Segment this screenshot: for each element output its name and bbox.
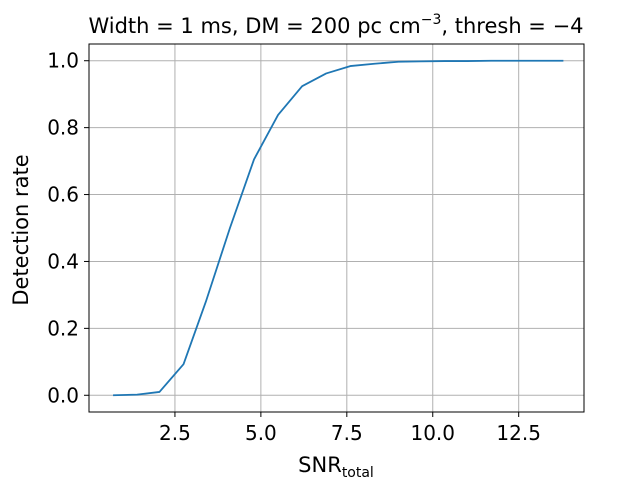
x-tick-label: 12.5 bbox=[496, 421, 541, 445]
x-tick-label: 2.5 bbox=[159, 421, 191, 445]
detection-rate-line bbox=[113, 59, 564, 397]
y-tick-label: 1.0 bbox=[47, 49, 79, 73]
y-tick-label: 0.0 bbox=[47, 383, 79, 407]
chart-title-superscript: −3 bbox=[421, 12, 442, 28]
y-tick-label: 0.6 bbox=[47, 183, 79, 207]
series-layer bbox=[113, 59, 564, 397]
chart-title-tail: , thresh = −4 bbox=[441, 14, 583, 38]
y-tick-label: 0.2 bbox=[47, 316, 79, 340]
ticks-layer: 2.5 5.0 7.5 10.0 12.5 0.0 0.2 0.4 0.6 0.8 1.0 bbox=[47, 49, 541, 445]
x-tick-label: 7.5 bbox=[331, 421, 363, 445]
x-tick-label: 5.0 bbox=[245, 421, 277, 445]
grid-layer bbox=[89, 44, 584, 412]
y-axis-label: Detection rate bbox=[9, 154, 33, 305]
x-tick-label: 10.0 bbox=[410, 421, 455, 445]
x-axis-label-subscript: total bbox=[342, 465, 374, 481]
y-tick-label: 0.4 bbox=[47, 249, 79, 273]
y-tick-label: 0.8 bbox=[47, 116, 79, 140]
x-axis-label-main: SNR bbox=[298, 453, 342, 477]
chart-title-main: Width = 1 ms, DM = 200 pc cm bbox=[88, 14, 420, 38]
plot-frame bbox=[88, 43, 585, 413]
chart-title: Width = 1 ms, DM = 200 pc cm−3, thresh =… bbox=[88, 12, 583, 38]
x-axis-label: SNRtotal bbox=[298, 453, 374, 481]
